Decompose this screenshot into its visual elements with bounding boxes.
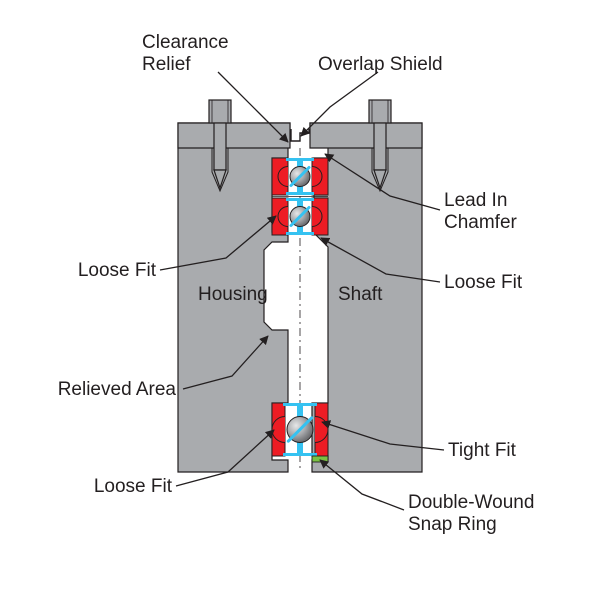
snap-ring <box>312 456 328 462</box>
top-bearing-0 <box>272 158 328 195</box>
label-relieved_area: Relieved Area <box>58 379 176 401</box>
label-double_wound_snap_ring: Double-WoundSnap Ring <box>408 492 534 536</box>
housing-label: Housing <box>198 284 268 305</box>
label-lead_in_chamfer: Lead InChamfer <box>444 190 517 234</box>
label-loose_fit_tl: Loose Fit <box>78 260 156 282</box>
shaft-label: Shaft <box>338 284 383 305</box>
label-loose_fit_tr: Loose Fit <box>444 272 522 294</box>
label-loose_fit_bl: Loose Fit <box>94 476 172 498</box>
label-tight_fit: Tight Fit <box>448 440 516 462</box>
bottom-bearing <box>272 403 328 456</box>
top-bearing-1 <box>272 198 328 235</box>
label-clearance_relief: ClearanceRelief <box>142 32 229 76</box>
label-overlap_shield: Overlap Shield <box>318 54 443 76</box>
